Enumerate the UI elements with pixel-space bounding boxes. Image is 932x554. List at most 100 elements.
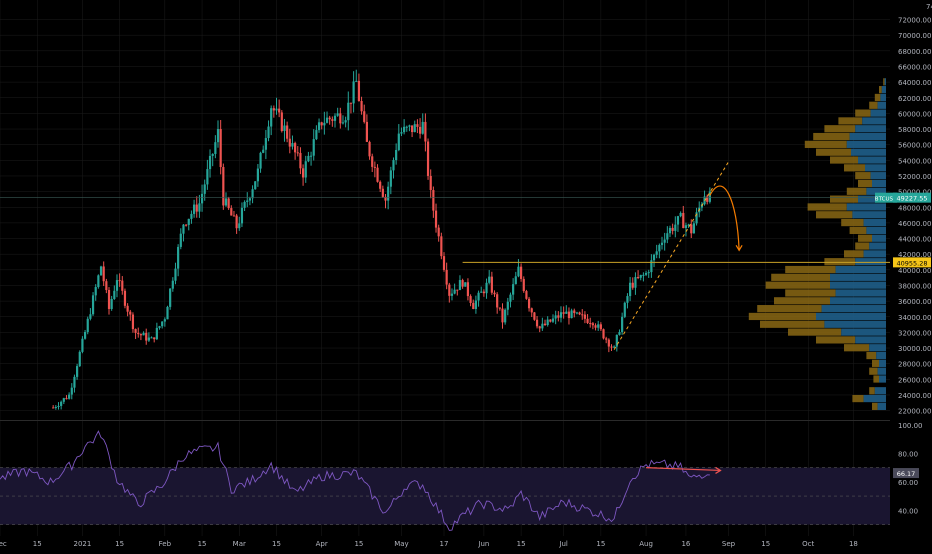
rsi-badge-value: 66.17 [897,470,916,478]
time-tick-label: 2021 [74,540,92,548]
candle-body [418,126,422,134]
candle-body [692,223,696,234]
candle-body [288,138,291,147]
volume-profile-bar-down [830,156,858,164]
price-tick-label: 68000.00 [898,48,931,56]
candle-body [153,337,156,340]
volume-profile-bar-down [846,187,867,195]
candle-body [344,120,347,123]
candle-body [238,223,241,229]
price-tick-label: 62000.00 [898,95,931,103]
candle-body [174,268,177,281]
candle-body [400,132,403,134]
candle-body [267,126,270,139]
candle-body [126,305,129,312]
candle-body [256,168,259,182]
candle-body [78,351,81,367]
time-tick-label: 15 [761,540,770,548]
volume-profile-bar-down [771,273,830,281]
candle-body [509,294,512,302]
candle-body [73,376,76,388]
candle-body [113,290,116,300]
candle-body [562,312,565,314]
candle-body [631,282,634,288]
volume-profile-bar-down [785,265,836,274]
candle-body [522,278,525,292]
candle-body [134,329,137,333]
volume-profile-bar-down [844,164,865,172]
time-tick-label: 15 [596,540,605,548]
candle-body [99,266,103,276]
candle-body [458,280,462,291]
candle-body [309,155,313,157]
volume-profile-bar-up [880,93,886,102]
price-tick-label: 66000.00 [898,63,931,71]
candle-body [331,119,334,121]
candle-body [155,327,158,340]
candle-body [650,260,653,273]
volume-profile-bar-up [881,86,886,94]
candle-body [240,207,244,224]
candle-body [551,318,555,322]
volume-profile-bar-up [824,320,886,328]
candle-body [198,203,201,212]
candle-body [618,332,621,335]
candle-body [708,191,711,202]
volume-profile-bar-up [866,187,886,195]
candle-body [248,198,252,201]
candle-body [304,161,307,178]
volume-profile-bar-down [869,387,875,395]
time-tick-label: Aug [639,540,653,548]
candle-body [589,322,592,324]
volume-profile-bar-up [869,242,886,250]
volume-profile-bar-up [855,336,886,344]
volume-profile-bar-up [855,125,886,133]
price-badge-value: 49227.55 [896,195,927,203]
candle-body [283,125,286,131]
candle-body [429,175,432,191]
annotations [0,161,890,350]
price-tick-label: 52000.00 [898,173,931,181]
volume-profile-bar-down [872,402,878,410]
candle-body [573,310,576,314]
forecast-arrowhead [735,244,743,252]
time-tick-label: Jul [558,540,568,548]
volume-profile-bar-up [879,375,886,383]
candle-body [206,169,209,185]
candle-body [219,129,222,168]
price-tick-label: 60000.00 [898,110,931,118]
volume-profile-bar-down [869,367,878,375]
candle-body [169,288,172,307]
time-tick-label: 16 [681,540,690,548]
volume-profile-bar-up [884,78,886,86]
price-badge-value: 40955.28 [896,259,927,267]
candle-body [421,121,424,134]
candle-body [549,319,552,322]
candle-body [594,325,597,328]
volume-profile-bar-up [852,211,886,219]
volume-profile-bar-down [748,312,816,321]
candle-body [464,282,467,287]
candle-body [440,236,443,257]
candle-body [161,321,164,327]
price-badge-symbol-bg [875,192,897,203]
candle-body [546,319,549,326]
volume-profile-bar-down [855,172,871,180]
candle-body [629,282,632,297]
rsi-tick-label: 80.00 [898,450,918,458]
volume-profile-bar-up [830,281,886,289]
candle-body [94,287,97,296]
candle-body [121,280,124,291]
candle-body [413,124,416,133]
volume-profile-bar-up [874,387,886,395]
price-tick-label: 72000.00 [898,17,931,25]
candle-body [472,302,475,309]
volume-profile-bar-down [855,109,871,117]
candle-body [307,155,310,162]
candle-body [57,405,60,407]
price-tick-label: 38000.00 [898,282,931,290]
candle-body [278,108,281,113]
candle-body [676,216,680,225]
candle-body [610,346,613,348]
